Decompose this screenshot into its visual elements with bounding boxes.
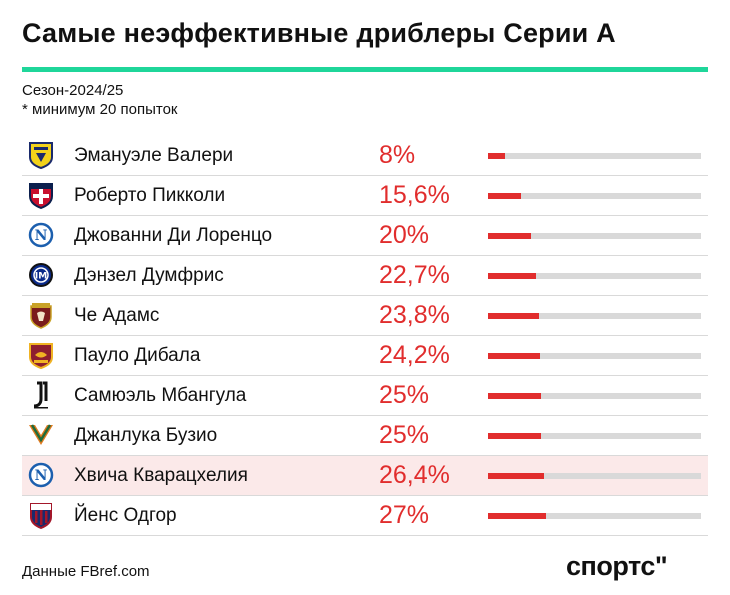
bar-track bbox=[488, 233, 701, 239]
player-row: N Джованни Ди Лоренцо 20% bbox=[22, 216, 708, 256]
value-label: 24,2% bbox=[379, 341, 450, 369]
bar-track bbox=[488, 393, 701, 399]
bar-track bbox=[488, 513, 701, 519]
bar-track bbox=[488, 193, 701, 199]
player-name: Йенс Одгор bbox=[74, 505, 177, 526]
svg-text:N: N bbox=[35, 468, 48, 484]
bar-track bbox=[488, 353, 701, 359]
napoli-crest-icon: N bbox=[28, 461, 54, 489]
player-row: IM Дэнзел Думфрис 22,7% bbox=[22, 256, 708, 296]
chart-title: Самые неэффективные дриблеры Серии А bbox=[22, 18, 616, 48]
player-name: Дэнзел Думфрис bbox=[74, 265, 224, 286]
bar bbox=[488, 433, 542, 439]
accent-divider bbox=[22, 67, 708, 72]
value-label: 15,6% bbox=[379, 181, 450, 209]
player-name: Пауло Дибала bbox=[74, 345, 201, 366]
player-name: Эмануэле Валери bbox=[74, 145, 234, 166]
bar-track bbox=[488, 153, 701, 159]
inter-crest-icon: IM bbox=[28, 261, 54, 289]
player-row: Че Адамс 23,8% bbox=[22, 296, 708, 336]
value-label: 25% bbox=[379, 381, 430, 409]
bologna-crest-icon bbox=[28, 501, 54, 529]
value-label: 26,4% bbox=[379, 461, 450, 489]
bar bbox=[488, 153, 505, 159]
bar-track bbox=[488, 433, 701, 439]
bar bbox=[488, 353, 540, 359]
value-label: 20% bbox=[379, 221, 430, 249]
bar bbox=[488, 193, 522, 199]
bar bbox=[488, 313, 539, 319]
player-name: Джанлука Бузио bbox=[74, 425, 218, 446]
bar bbox=[488, 393, 542, 399]
juventus-crest-icon bbox=[28, 381, 54, 409]
roma-crest-icon bbox=[28, 341, 54, 369]
ranking-list: Эмануэле Валери 8% Роберто Пикколи 15,6% N Дж… bbox=[22, 136, 708, 536]
player-row: Эмануэле Валери 8% bbox=[22, 136, 708, 176]
brand-logo: спортс" bbox=[566, 551, 668, 581]
value-label: 27% bbox=[379, 501, 430, 529]
player-name: Самюэль Мбангула bbox=[74, 385, 247, 406]
torino-crest-icon bbox=[28, 301, 54, 329]
player-row: Роберто Пикколи 15,6% bbox=[22, 176, 708, 216]
napoli-crest-icon: N bbox=[28, 221, 54, 249]
minimum-note: * минимум 20 попыток bbox=[22, 101, 178, 118]
bar-track bbox=[488, 473, 701, 479]
value-label: 22,7% bbox=[379, 261, 450, 289]
svg-text:IM: IM bbox=[35, 272, 47, 282]
player-row: Самюэль Мбангула 25% bbox=[22, 376, 708, 416]
season-label: Сезон-2024/25 bbox=[22, 82, 124, 99]
svg-text:N: N bbox=[35, 228, 48, 244]
value-label: 23,8% bbox=[379, 301, 450, 329]
player-name: Джованни Ди Лоренцо bbox=[74, 225, 273, 246]
player-name: Че Адамс bbox=[74, 305, 160, 326]
player-row: Йенс Одгор 27% bbox=[22, 496, 708, 536]
bar-track bbox=[488, 313, 701, 319]
player-name: Хвича Кварацхелия bbox=[74, 465, 248, 486]
player-name: Роберто Пикколи bbox=[74, 185, 226, 206]
value-label: 25% bbox=[379, 421, 430, 449]
parma-crest-icon bbox=[28, 141, 54, 169]
player-row: N Хвича Кварацхелия 26,4% bbox=[22, 456, 708, 496]
venezia-crest-icon bbox=[28, 421, 54, 449]
bar bbox=[488, 473, 545, 479]
bar bbox=[488, 233, 531, 239]
value-label: 8% bbox=[379, 141, 416, 169]
data-source: Данные FBref.com bbox=[22, 563, 150, 580]
bar bbox=[488, 273, 537, 279]
player-row: Джанлука Бузио 25% bbox=[22, 416, 708, 456]
cagliari-crest-icon bbox=[28, 181, 54, 209]
player-row: Пауло Дибала 24,2% bbox=[22, 336, 708, 376]
bar-track bbox=[488, 273, 701, 279]
bar bbox=[488, 513, 546, 519]
